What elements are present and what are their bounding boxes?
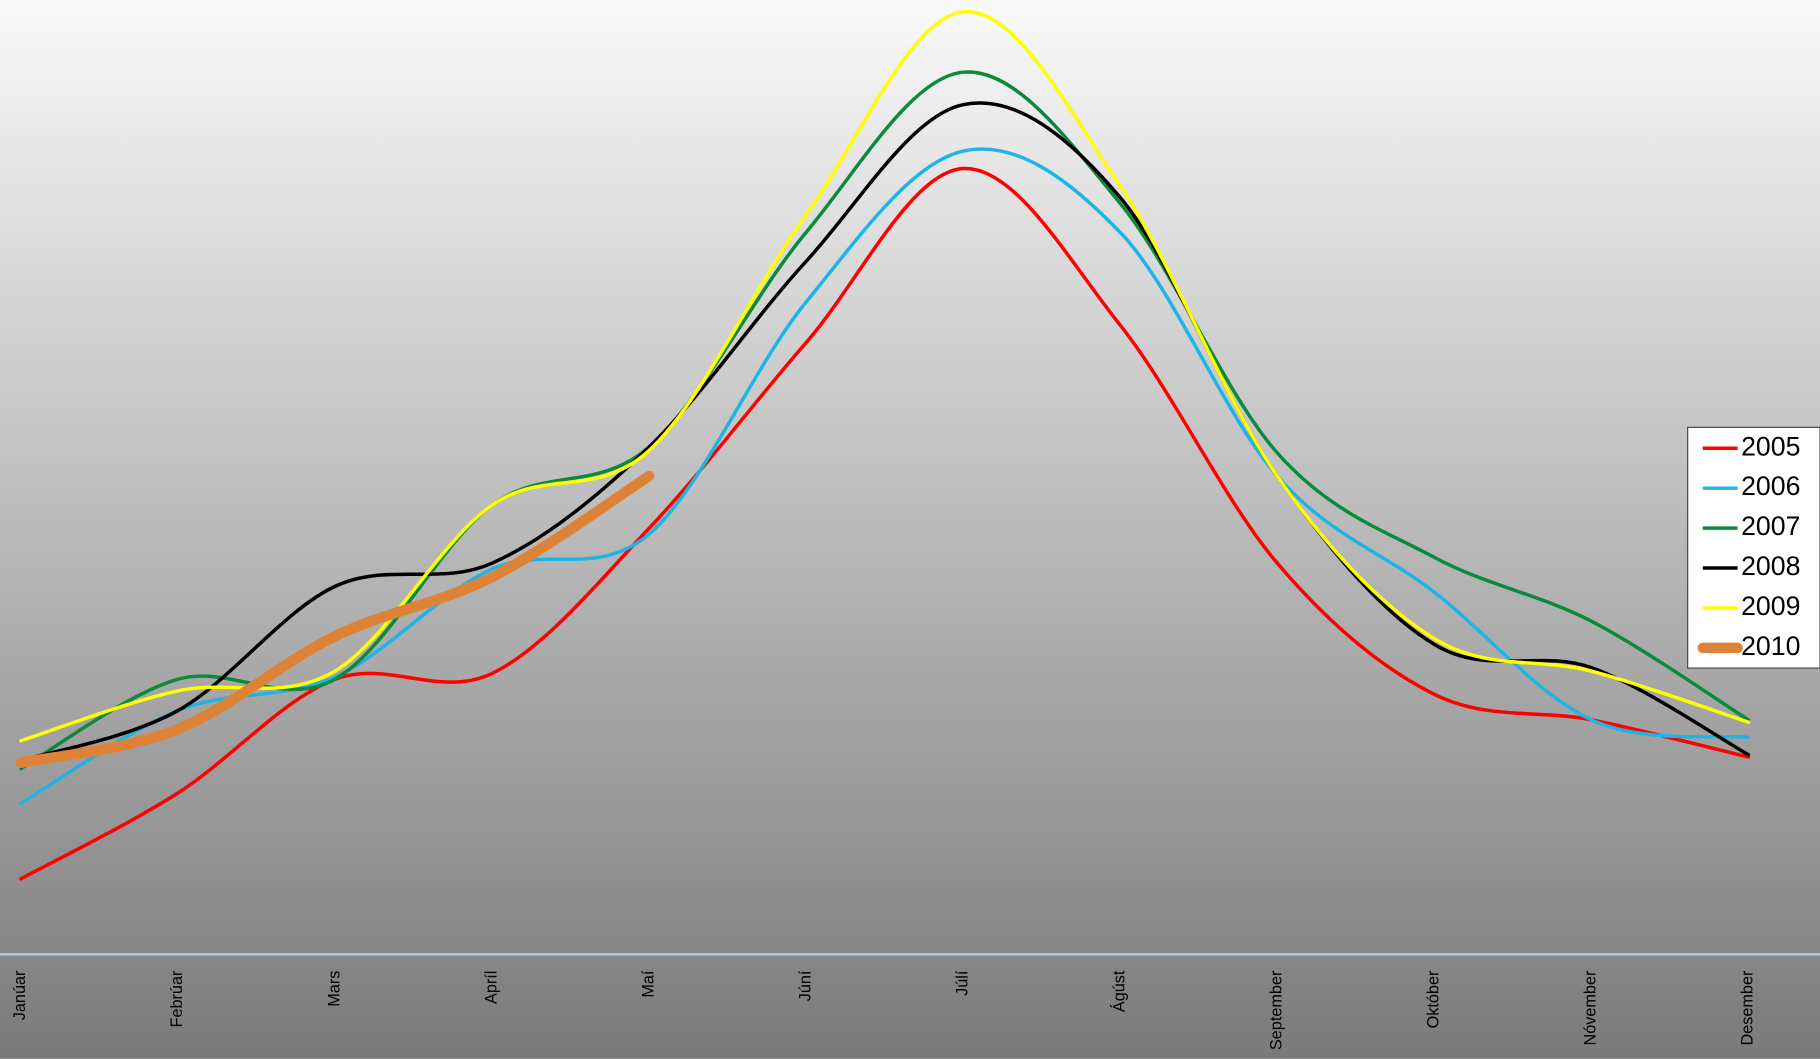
x-tick-label: Apríl [482,971,500,1004]
x-tick-label: September [1268,970,1286,1050]
legend-label: 2010 [1741,631,1800,661]
series-line [19,147,1751,806]
series-line [19,70,1751,771]
series-line [15,470,655,769]
legend-label: 2006 [1741,471,1800,501]
legend-label: 2008 [1741,551,1800,581]
x-tick-label: Nóvember [1582,970,1600,1046]
x-tick-label: Febrúar [168,970,186,1027]
x-tick-label: Júní [796,970,814,1001]
legend-label: 2007 [1741,511,1800,541]
x-tick-label: Maí [639,970,657,998]
x-tick-label: Október [1425,970,1443,1028]
series-line [19,101,1751,763]
legend-label: 2009 [1741,591,1800,621]
legend: 2005 2006 2007 2008 2009 2010 [1687,426,1820,669]
series-line [19,10,1751,743]
x-tick-label: Júlí [953,970,971,996]
x-tick-label: Desember [1739,970,1757,1046]
legend-label: 2005 [1741,431,1800,461]
x-tick-label: Ágúst [1110,970,1129,1012]
legend-box [1687,426,1820,669]
x-tick-label: Mars [325,971,343,1007]
x-tick-label: Janúar [11,970,29,1020]
